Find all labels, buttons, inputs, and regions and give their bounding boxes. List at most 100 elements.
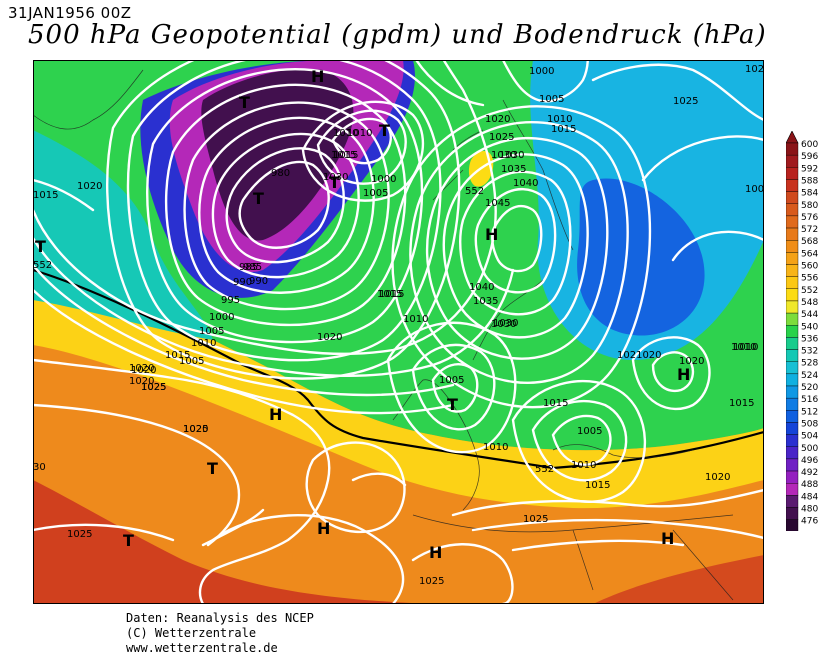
isobar-label: 1040 <box>513 178 538 189</box>
isobar-label: 990 <box>233 277 252 288</box>
isobar-label: 1015 <box>543 398 568 409</box>
low-marker: T <box>207 459 218 478</box>
legend-swatch <box>786 288 799 302</box>
contour-label: 552 <box>535 464 554 475</box>
legend-value: 488 <box>801 480 818 490</box>
legend-swatch <box>786 215 799 229</box>
chart-title: 500 hPa Geopotential (gpdm) und Bodendru… <box>28 20 767 50</box>
color-legend: 600 596 592 588 584 580 576 572 568 564 560 556 552 5… <box>786 131 818 531</box>
legend-swatch <box>786 142 799 156</box>
legend-value: 536 <box>801 334 818 344</box>
isobar-label: 1010 <box>733 342 758 353</box>
legend-swatch <box>786 495 799 508</box>
isobar-label: 1020 <box>485 114 510 125</box>
isobar-label: 1005 <box>745 184 764 195</box>
isobar-label: 1035 <box>473 296 498 307</box>
isobar-label: 1010 <box>731 342 756 353</box>
low-marker: T <box>329 173 340 192</box>
isobar-label: 1015 <box>33 190 58 201</box>
high-marker: H <box>269 405 282 424</box>
high-marker: H <box>677 365 690 384</box>
isobar-label: 1030 <box>323 172 348 183</box>
legend-value: 564 <box>801 249 818 259</box>
legend-swatch <box>786 191 799 204</box>
legend-value: 528 <box>801 359 818 369</box>
legend-value: 580 <box>801 201 818 211</box>
legend-swatch <box>786 470 799 484</box>
isobar-label: 1020 <box>129 376 154 387</box>
isobar-label: 1010 <box>333 128 358 139</box>
credit-line: Daten: Reanalysis des NCEP <box>126 611 314 625</box>
legend-value: 524 <box>801 371 818 381</box>
legend-swatch <box>786 385 799 399</box>
contour-label: 552 <box>33 260 52 271</box>
isobar-label: 1005 <box>363 188 388 199</box>
isobar-label: 1040 <box>469 282 494 293</box>
legend-swatch <box>786 227 799 241</box>
legend-swatch <box>786 422 799 435</box>
field-red-east <box>593 555 764 604</box>
legend-swatch <box>786 349 799 362</box>
isobar-label: 1005 <box>179 356 204 367</box>
legend-swatch <box>786 312 799 326</box>
legend-value: 504 <box>801 432 818 442</box>
isobar-label: 1021020 <box>617 350 662 361</box>
isobar-label: 1020 <box>131 365 156 376</box>
isobar-label: 1025 <box>183 424 208 435</box>
legend-swatch <box>786 203 799 217</box>
isobar-label: 985 <box>239 262 258 273</box>
isobar-label: 1045 <box>485 198 510 209</box>
isobar-label: 1025 <box>419 576 444 587</box>
legend-swatch <box>786 300 799 314</box>
legend-swatch <box>786 325 799 338</box>
legend-swatch <box>786 154 799 168</box>
low-marker: T <box>123 531 134 550</box>
legend-value: 476 <box>801 517 818 527</box>
legend-swatch <box>786 276 799 289</box>
isobar-label: 1010 <box>403 314 428 325</box>
isobar-label: 1000 <box>371 174 396 185</box>
isobar-label: 1015 <box>333 150 358 161</box>
low-marker: T <box>239 93 250 112</box>
legend-value: 496 <box>801 456 818 466</box>
legend-swatch <box>786 239 799 253</box>
isobar-label: 1015 <box>551 124 576 135</box>
isobar-label: 1010 <box>347 128 372 139</box>
isobar-label: 1005 <box>199 326 224 337</box>
isobar-label: 990 <box>249 276 268 287</box>
map-frame <box>33 60 764 604</box>
isobar-label: 1030 <box>491 150 516 161</box>
legend-value: 596 <box>801 152 818 162</box>
isobar-label: 1005 <box>539 94 564 105</box>
isobar-label: 1020 <box>705 472 730 483</box>
legend-value: 576 <box>801 213 818 223</box>
isobar-label: 1015 <box>729 398 754 409</box>
legend-value: 588 <box>801 176 818 186</box>
isobar-label: 1025 <box>673 96 698 107</box>
isobar-label: 985 <box>243 262 262 273</box>
legend-value: 508 <box>801 419 818 429</box>
isobar-label: 1010 <box>483 442 508 453</box>
isobar-label: 1000 <box>529 66 554 77</box>
legend-swatch <box>786 446 799 460</box>
legend-swatch <box>786 483 799 496</box>
legend-value: 552 <box>801 286 818 296</box>
low-marker: T <box>379 121 390 140</box>
isobar-labels: 985 990 995 1000 1005 1010 1015 1020 102… <box>33 64 764 587</box>
isobar-label: 1025 <box>141 382 166 393</box>
legend-swatch <box>786 397 799 411</box>
legend-value: 484 <box>801 492 818 502</box>
isobar-label: 1015 <box>165 350 190 361</box>
low-marker: T <box>253 189 264 208</box>
isobar-label: 102 <box>745 64 764 75</box>
high-marker: H <box>311 67 324 86</box>
isobar-label: 1010 <box>547 114 572 125</box>
legend-value: 592 <box>801 164 818 174</box>
pressure-markers: H H H H H H H T T T T T T T T <box>35 67 690 562</box>
high-marker: H <box>317 519 330 538</box>
low-marker: T <box>447 395 458 414</box>
legend-value: 500 <box>801 444 818 454</box>
legend-swatch <box>786 361 799 375</box>
isobar-label: 1005 <box>439 375 464 386</box>
legend-value: 516 <box>801 395 818 405</box>
